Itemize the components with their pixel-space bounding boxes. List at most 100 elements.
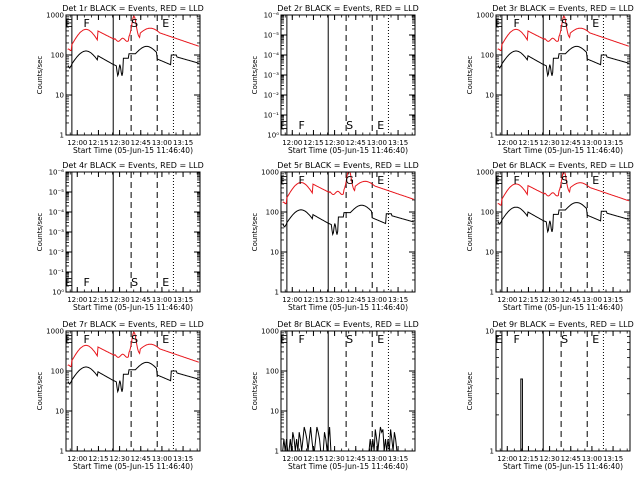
x-tick-label: 12:30 xyxy=(110,139,130,147)
x-tick-label: 12:15 xyxy=(88,455,108,463)
panel-title: Det 2r BLACK = Events, RED = LLD xyxy=(277,4,419,13)
interval-marker-label: F xyxy=(84,17,90,30)
series-lld-line xyxy=(67,15,199,52)
x-tick-label: 12:45 xyxy=(346,139,366,147)
interval-marker-label: E xyxy=(592,174,599,187)
x-tick-label: 13:15 xyxy=(173,139,193,147)
interval-marker-label: E xyxy=(495,174,502,187)
x-tick-label: 12:15 xyxy=(303,139,323,147)
y-tick-label: 1000 xyxy=(261,328,279,336)
x-tick-label: 13:15 xyxy=(603,296,623,304)
interval-marker-label: E xyxy=(65,17,72,30)
y-tick-label: 1000 xyxy=(46,328,64,336)
panel-title: Det 3r BLACK = Events, RED = LLD xyxy=(492,4,634,13)
y-axis-label: Counts/sec xyxy=(251,372,259,411)
x-tick-label: 12:15 xyxy=(88,296,108,304)
x-tick-label: 13:00 xyxy=(582,455,602,463)
y-tick-label: 10⁻⁶ xyxy=(49,169,65,177)
x-tick-label: 13:00 xyxy=(152,296,172,304)
x-tick-label: 12:15 xyxy=(303,296,323,304)
interval-marker-label: S xyxy=(561,17,568,30)
panel-det-9r: Det 9r BLACK = Events, RED = LLD 1 10 12:00… xyxy=(466,320,634,471)
x-tick-label: 12:15 xyxy=(518,139,538,147)
x-tick-label: 12:30 xyxy=(540,139,560,147)
y-axis-label: Counts/sec xyxy=(466,213,474,252)
plot-frame xyxy=(65,171,201,293)
x-tick-label: 12:30 xyxy=(540,455,560,463)
interval-marker-label: E xyxy=(280,333,287,346)
interval-marker-label: F xyxy=(84,333,90,346)
plot-frame xyxy=(280,171,416,293)
y-tick-label: 1 xyxy=(60,448,64,456)
y-tick-label: 10⁻⁴ xyxy=(264,52,280,60)
x-tick-label: 12:00 xyxy=(67,455,87,463)
panel-det-5r: Det 5r BLACK = Events, RED = LLD 1 10 100 10… xyxy=(251,161,419,312)
x-tick-label: 13:00 xyxy=(152,455,172,463)
y-tick-label: 100 xyxy=(51,52,64,60)
y-tick-label: 100 xyxy=(481,52,494,60)
y-tick-label: 1000 xyxy=(261,169,279,177)
y-tick-label: 10 xyxy=(485,92,494,100)
interval-marker-label: F xyxy=(84,276,90,289)
panel-title: Det 7r BLACK = Events, RED = LLD xyxy=(62,320,204,329)
y-tick-label: 10⁰ xyxy=(52,289,64,297)
series-lld-line xyxy=(497,15,629,52)
plot-frame xyxy=(280,14,416,136)
interval-marker-label: E xyxy=(495,17,502,30)
interval-marker-label: G xyxy=(345,174,354,187)
series-lld-line xyxy=(67,331,199,368)
y-tick-label: 10 xyxy=(55,408,64,416)
y-tick-label: 100 xyxy=(481,209,494,217)
series-events-line xyxy=(497,45,629,78)
panel-det-2r: Det 2r BLACK = Events, RED = LLD 10⁰ 10⁻¹ 1… xyxy=(251,4,419,155)
x-tick-label: 12:00 xyxy=(497,455,517,463)
y-tick-label: 10 xyxy=(485,328,494,336)
plot-frame xyxy=(495,171,631,293)
series-events-line xyxy=(67,361,199,394)
y-axis-label: Counts/sec xyxy=(466,372,474,411)
y-tick-label: 1 xyxy=(60,132,64,140)
interval-marker-label: E xyxy=(495,333,502,346)
x-tick-label: 12:45 xyxy=(131,139,151,147)
y-axis-label: Counts/sec xyxy=(36,56,44,95)
y-tick-label: 1000 xyxy=(46,12,64,20)
panel-title: Det 8r BLACK = Events, RED = LLD xyxy=(277,320,419,329)
x-tick-label: 12:45 xyxy=(131,296,151,304)
interval-marker-label: S xyxy=(561,333,568,346)
x-axis-label: Start Time (05-Jun-15 11:46:40) xyxy=(73,462,193,471)
x-tick-label: 12:00 xyxy=(67,296,87,304)
panel-title: Det 4r BLACK = Events, RED = LLD xyxy=(62,161,204,170)
interval-marker-label: F xyxy=(299,174,305,187)
x-tick-label: 12:30 xyxy=(540,296,560,304)
series-events-line xyxy=(67,45,199,78)
y-tick-label: 10⁻⁴ xyxy=(49,209,65,217)
x-axis-label: Start Time (05-Jun-15 11:46:40) xyxy=(288,462,408,471)
x-tick-label: 13:00 xyxy=(582,139,602,147)
plot-frame xyxy=(65,330,201,452)
series-events-line xyxy=(282,204,414,237)
interval-marker-label: E xyxy=(592,333,599,346)
panel-det-1r: Det 1r BLACK = Events, RED = LLD 1 10 100 10… xyxy=(36,4,204,155)
x-axis-label: Start Time (05-Jun-15 11:46:40) xyxy=(503,146,623,155)
y-tick-label: 10⁻² xyxy=(264,92,280,100)
x-tick-label: 13:15 xyxy=(388,296,408,304)
panel-det-6r: Det 6r BLACK = Events, RED = LLD 1 10 100 10… xyxy=(466,161,634,312)
x-tick-label: 13:00 xyxy=(367,455,387,463)
interval-marker-label: S xyxy=(346,333,353,346)
x-tick-label: 13:00 xyxy=(367,296,387,304)
interval-marker-label: S xyxy=(561,174,568,187)
x-axis-label: Start Time (05-Jun-15 11:46:40) xyxy=(503,303,623,312)
y-axis-label: Counts/sec xyxy=(466,56,474,95)
y-tick-label: 1000 xyxy=(476,169,494,177)
interval-marker-label: E xyxy=(280,174,287,187)
x-tick-label: 13:00 xyxy=(367,139,387,147)
y-tick-label: 10⁻³ xyxy=(264,72,280,80)
x-tick-label: 13:00 xyxy=(582,296,602,304)
interval-marker-label: E xyxy=(162,276,169,289)
plot-frame xyxy=(495,14,631,136)
y-tick-label: 1000 xyxy=(476,12,494,20)
x-axis-label: Start Time (05-Jun-15 11:46:40) xyxy=(503,462,623,471)
x-tick-label: 12:45 xyxy=(561,296,581,304)
x-tick-label: 12:00 xyxy=(282,296,302,304)
